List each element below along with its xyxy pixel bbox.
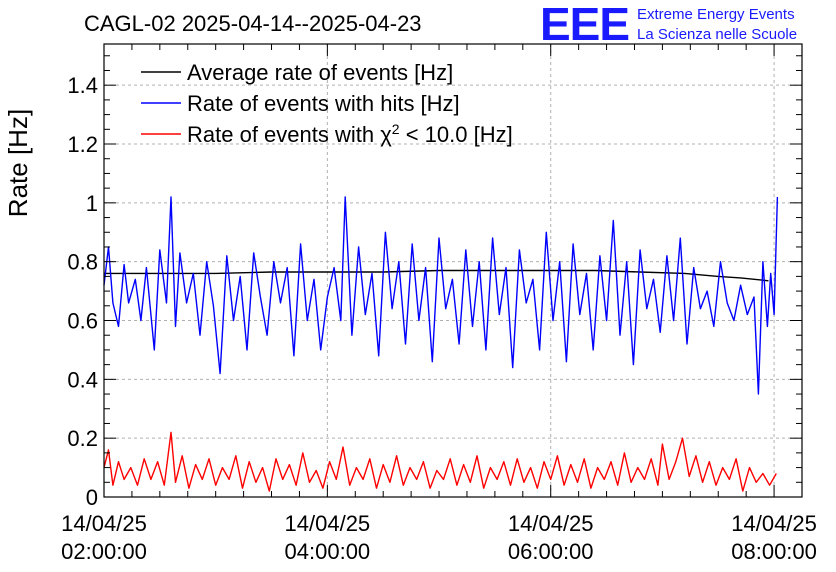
x-tick-time: 02:00:00 (61, 539, 147, 564)
series-lines (103, 196, 779, 492)
plot-frame (103, 43, 803, 498)
legend-label-hits: Rate of events with hits [Hz] (187, 91, 460, 116)
x-tick-time: 04:00:00 (285, 539, 371, 564)
legend-label-average: Average rate of events [Hz] (187, 60, 453, 85)
series-chi2 (103, 431, 777, 492)
x-tick-time: 08:00:00 (731, 539, 817, 564)
y-tick-label: 0.8 (67, 250, 98, 275)
logo-line-1: Extreme Energy Events (637, 6, 795, 23)
logo-line-2: La Scienza nelle Scuole (637, 26, 797, 43)
legend: Average rate of events [Hz] Rate of even… (141, 60, 513, 147)
x-tick-time: 06:00:00 (508, 539, 594, 564)
eee-logo-mark: EEE (540, 0, 629, 50)
x-tick-date: 14/04/25 (61, 511, 147, 536)
y-axis-label: Rate [Hz] (3, 109, 33, 217)
chart-title: CAGL-02 2025-04-14--2025-04-23 (84, 11, 422, 36)
y-tick-label: 1 (86, 191, 98, 216)
tick-labels: 0 0.2 0.4 0.6 0.8 1 1.2 1.4 14/04/25 02:00:00 14/0… (61, 73, 817, 564)
y-tick-label: 0 (86, 485, 98, 510)
y-tick-label: 0.4 (67, 367, 98, 392)
y-tick-label: 0.6 (67, 309, 98, 334)
y-tick-label: 1.4 (67, 73, 98, 98)
series-hits (103, 196, 779, 395)
grid (103, 44, 802, 497)
y-tick-label: 0.2 (67, 426, 98, 451)
x-tick-date: 14/04/25 (285, 511, 371, 536)
x-tick-date: 14/04/25 (508, 511, 594, 536)
x-tick-date: 14/04/25 (731, 511, 817, 536)
y-tick-label: 1.2 (67, 132, 98, 157)
axes (103, 43, 803, 498)
legend-label-chi2: Rate of events with χ2 < 10.0 [Hz] (187, 121, 513, 147)
